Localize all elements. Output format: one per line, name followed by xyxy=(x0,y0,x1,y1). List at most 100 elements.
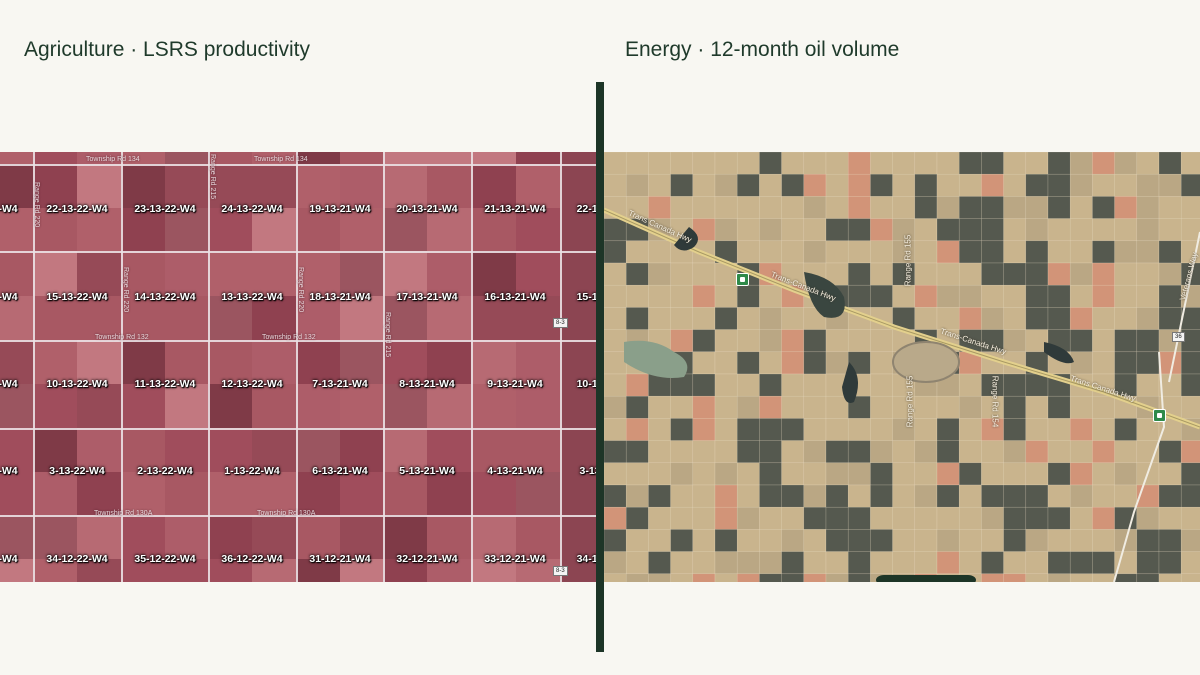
oil-volume-cell[interactable] xyxy=(759,307,782,330)
section-label[interactable]: 31-12-21-W4 xyxy=(309,553,371,565)
oil-volume-cell[interactable] xyxy=(981,573,1004,582)
section-label[interactable]: -W4 xyxy=(0,465,18,477)
oil-volume-cell[interactable] xyxy=(1092,573,1115,582)
field-quarter xyxy=(515,207,560,251)
section-label[interactable]: 18-13-21-W4 xyxy=(309,291,371,303)
field-quarter xyxy=(296,471,340,515)
road-label: Township Rd 130A xyxy=(94,510,153,517)
field-quarter xyxy=(121,207,165,251)
field-quarter xyxy=(77,471,121,515)
oil-volume-cell[interactable] xyxy=(781,573,805,582)
oil-volume-cell[interactable] xyxy=(670,573,694,582)
section-label[interactable]: 1-13-22-W4 xyxy=(224,465,280,477)
field-quarter xyxy=(383,251,427,296)
oil-volume-cell[interactable] xyxy=(1114,573,1138,582)
section-label[interactable]: 5-13-21-W4 xyxy=(399,465,455,477)
section-label[interactable]: 22-13 xyxy=(576,203,596,215)
field-quarter xyxy=(471,558,516,582)
field-quarter xyxy=(296,164,340,208)
range-road-line xyxy=(296,152,298,582)
field-quarter xyxy=(121,471,165,515)
field-quarter xyxy=(515,164,560,208)
oil-volume-cell[interactable] xyxy=(1158,573,1182,582)
section-label[interactable]: 15-13 xyxy=(576,291,596,303)
field-quarter xyxy=(252,164,296,208)
oil-volume-cell[interactable] xyxy=(1180,573,1200,582)
section-label[interactable]: 14-13-22-W4 xyxy=(134,291,196,303)
section-label[interactable]: 3-13 xyxy=(579,465,596,477)
section-label[interactable]: 3-13-22-W4 xyxy=(49,465,105,477)
section-label[interactable]: 9-13-21-W4 xyxy=(487,378,543,390)
oil-volume-cell[interactable] xyxy=(1047,573,1071,582)
field-quarter xyxy=(121,295,165,340)
section-label[interactable]: 36-12-22-W4 xyxy=(221,553,283,565)
section-label[interactable]: 16-13-21-W4 xyxy=(484,291,546,303)
field-quarter xyxy=(296,384,340,428)
field-quarter xyxy=(383,471,427,515)
oil-volume-cell[interactable] xyxy=(648,573,671,582)
oil-volume-cell[interactable] xyxy=(714,573,738,582)
section-label[interactable]: 24-13-22-W4 xyxy=(221,203,283,215)
section-label[interactable]: 34-12 xyxy=(576,553,596,565)
field-quarter xyxy=(339,558,383,582)
oil-volume-cell[interactable] xyxy=(847,573,871,582)
energy-panel-title: Energy · 12-month oil volume xyxy=(625,38,900,61)
energy-map[interactable]: Trans Canada Hwy Trans-Canada Hwy Trans-… xyxy=(604,152,1200,582)
oil-volume-cell[interactable] xyxy=(759,573,782,582)
agriculture-map[interactable]: Township Rd 134 Township Rd 134 Township… xyxy=(0,152,596,582)
road-label: Township Rd 130A xyxy=(257,510,316,517)
section-label[interactable]: 10-13 xyxy=(576,378,596,390)
field-quarter xyxy=(77,164,121,208)
section-label[interactable]: -W4 xyxy=(0,291,18,303)
section-label[interactable]: 11-13-22-W4 xyxy=(134,378,196,390)
field-quarter xyxy=(33,164,77,208)
section-label[interactable]: 35-12-22-W4 xyxy=(134,553,196,565)
oil-volume-cell[interactable] xyxy=(1069,573,1093,582)
oil-volume-cell[interactable] xyxy=(1136,573,1160,582)
field-quarter xyxy=(164,207,208,251)
section-label[interactable]: 2-13-22-W4 xyxy=(137,465,193,477)
section-label[interactable]: 21-13-21-W4 xyxy=(484,203,546,215)
oil-volume-cell[interactable] xyxy=(825,573,849,582)
oil-volume-cell[interactable] xyxy=(604,573,627,582)
field-quarter xyxy=(208,251,252,296)
section-label[interactable]: 33-12-21-W4 xyxy=(484,553,546,565)
section-label[interactable]: 23-13-22-W4 xyxy=(134,203,196,215)
section-label[interactable]: 8-13-21-W4 xyxy=(399,378,455,390)
oil-volume-cell[interactable] xyxy=(1003,573,1027,582)
section-label[interactable]: 34-12-22-W4 xyxy=(46,553,108,565)
section-label[interactable]: 10-13-22-W4 xyxy=(46,378,108,390)
bottom-tab[interactable] xyxy=(876,575,976,582)
field-quarter xyxy=(427,428,471,472)
range-road-line xyxy=(121,152,123,582)
section-label[interactable]: 22-13-22-W4 xyxy=(46,203,108,215)
section-label[interactable]: 7-13-21-W4 xyxy=(312,378,368,390)
oil-volume-cell[interactable] xyxy=(692,573,716,582)
section-label[interactable]: -W4 xyxy=(0,378,18,390)
section-label[interactable]: 20-13-21-W4 xyxy=(396,203,458,215)
section-label[interactable]: 12-13-22-W4 xyxy=(221,378,283,390)
field-quarter xyxy=(121,164,165,208)
highway-shield: 36 xyxy=(1172,332,1185,342)
section-label[interactable]: 13-13-22-W4 xyxy=(221,291,283,303)
field-quarter xyxy=(121,515,165,559)
field-quarter xyxy=(252,295,296,340)
section-label[interactable]: -W4 xyxy=(0,203,18,215)
field-quarter xyxy=(164,164,208,208)
field-quarter xyxy=(208,295,252,340)
section-label[interactable]: 17-13-21-W4 xyxy=(396,291,458,303)
panel-divider[interactable] xyxy=(596,82,604,652)
oil-volume-cell[interactable] xyxy=(803,573,827,582)
road-label: Range Rd 215 xyxy=(384,312,391,358)
section-label[interactable]: -W4 xyxy=(0,553,18,565)
field-quarter xyxy=(515,428,560,472)
section-label[interactable]: 4-13-21-W4 xyxy=(487,465,543,477)
section-label[interactable]: 6-13-21-W4 xyxy=(312,465,368,477)
section-label[interactable]: 15-13-22-W4 xyxy=(46,291,108,303)
section-label[interactable]: 19-13-21-W4 xyxy=(309,203,371,215)
oil-volume-cell[interactable] xyxy=(1025,573,1049,582)
field-quarter xyxy=(77,207,121,251)
section-label[interactable]: 32-12-21-W4 xyxy=(396,553,458,565)
oil-volume-cell[interactable] xyxy=(625,573,649,582)
oil-volume-cell[interactable] xyxy=(736,573,760,582)
